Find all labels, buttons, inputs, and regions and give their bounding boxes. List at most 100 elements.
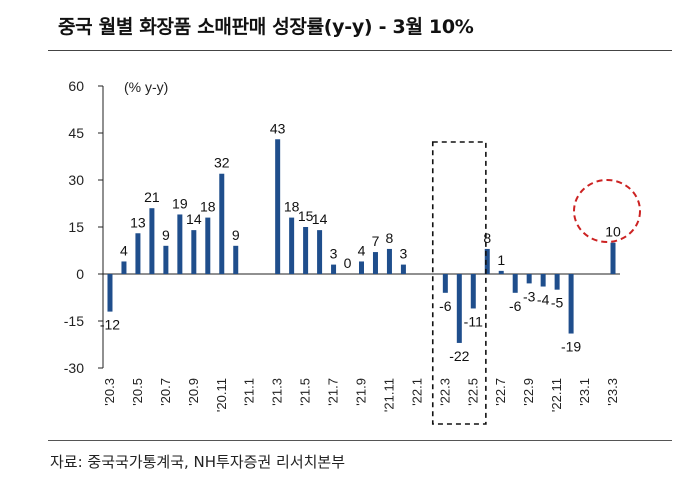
bar xyxy=(121,261,127,274)
x-tick-label: '20.9 xyxy=(186,378,201,406)
data-label: 19 xyxy=(172,195,188,211)
bar xyxy=(554,274,560,290)
data-label: 21 xyxy=(144,189,160,205)
bar xyxy=(400,264,406,274)
data-label: -6 xyxy=(509,298,522,314)
x-tick-label: '21.1 xyxy=(242,378,257,406)
bar xyxy=(233,245,239,274)
bar xyxy=(359,261,364,274)
bar xyxy=(107,274,113,312)
data-label: 9 xyxy=(162,227,170,243)
y-tick-label: 45 xyxy=(68,125,84,141)
dashed-highlight-circle xyxy=(573,179,642,243)
x-tick-label: '20.7 xyxy=(158,378,173,406)
data-label: 8 xyxy=(386,230,394,246)
bar xyxy=(303,227,309,274)
x-tick-label: '21.7 xyxy=(326,378,341,406)
data-label: 43 xyxy=(270,120,286,136)
x-tick-label: '21.9 xyxy=(354,378,369,406)
bar xyxy=(317,230,323,274)
bar xyxy=(149,208,155,274)
bar-series xyxy=(107,139,616,343)
bar xyxy=(163,245,169,274)
x-tick-label: '23.1 xyxy=(577,378,592,406)
x-tick-label: '22.7 xyxy=(493,378,508,406)
data-label: -3 xyxy=(523,288,536,304)
y-tick-label: 60 xyxy=(68,78,84,94)
title-divider xyxy=(48,50,672,51)
x-tick-label: '20.5 xyxy=(130,378,145,406)
y-tick-label: 15 xyxy=(68,219,84,235)
data-label: 4 xyxy=(120,242,128,258)
x-tick-label: '22.3 xyxy=(437,378,452,406)
data-label: 32 xyxy=(214,155,230,171)
source-note: 자료: 중국국가통계국, NH투자증권 리서치본부 xyxy=(50,453,346,471)
data-label: -6 xyxy=(439,298,452,314)
annotations xyxy=(431,141,642,425)
x-tick-label: '21.11 xyxy=(381,378,396,412)
bar xyxy=(442,274,448,293)
x-tick-label: '21.5 xyxy=(298,378,313,406)
y-tick-label: -15 xyxy=(64,313,84,329)
data-label: -11 xyxy=(464,313,483,329)
x-tick-label: '23.3 xyxy=(605,378,620,406)
data-label: -12 xyxy=(100,317,120,333)
bar xyxy=(470,274,476,309)
data-label: 4 xyxy=(358,242,366,258)
x-tick-label: '20.11 xyxy=(214,378,229,412)
data-label: 18 xyxy=(200,199,216,215)
x-tick-label: '22.5 xyxy=(465,378,480,406)
x-axis: '20.3 '20.5 '20.7 '20.9 '20.11 '21.1 '21.3 '21.… xyxy=(102,273,620,412)
bar xyxy=(191,230,197,274)
bar xyxy=(484,248,490,274)
data-label: 14 xyxy=(312,211,328,227)
bar xyxy=(372,252,378,274)
bar xyxy=(219,173,225,274)
dashed-highlight-box xyxy=(431,141,487,425)
data-label: 0 xyxy=(344,255,352,271)
data-label: -19 xyxy=(561,339,581,355)
data-label: 3 xyxy=(400,246,408,262)
bar xyxy=(205,217,211,274)
data-label: 3 xyxy=(330,246,338,262)
y-tick-label: 0 xyxy=(76,266,84,282)
data-label: 13 xyxy=(130,214,146,230)
data-label: -5 xyxy=(551,295,564,311)
unit-label: (% y-y) xyxy=(124,79,168,95)
bar xyxy=(331,264,337,274)
data-label: -22 xyxy=(449,348,469,364)
x-tick-label: '20.3 xyxy=(102,378,117,406)
x-tick-label: '22.9 xyxy=(521,378,536,406)
data-label: 10 xyxy=(605,224,621,240)
data-label: 14 xyxy=(186,211,202,227)
bar xyxy=(540,274,546,287)
bar xyxy=(456,274,462,343)
data-label: 8 xyxy=(483,230,491,246)
bar xyxy=(526,274,532,284)
bar xyxy=(289,217,295,274)
bar xyxy=(177,214,183,274)
x-tick-label: '22.1 xyxy=(409,378,424,406)
bar xyxy=(610,242,616,274)
x-tick-label: '21.3 xyxy=(270,378,285,406)
y-axis: 60 45 30 15 0 -15 -30 xyxy=(64,78,104,376)
data-label: -4 xyxy=(537,292,550,308)
data-label: 9 xyxy=(232,227,240,243)
bar xyxy=(386,248,392,274)
y-tick-label: 30 xyxy=(68,172,84,188)
data-label: 1 xyxy=(497,252,505,268)
chart-title: 중국 월별 화장품 소매판매 성장률(y-y) - 3월 10% xyxy=(58,16,474,38)
x-tick-label: '22.11 xyxy=(549,378,564,412)
data-label: 18 xyxy=(284,199,300,215)
bar xyxy=(135,233,141,274)
bar xyxy=(568,274,574,334)
bar xyxy=(275,139,281,274)
data-label: 15 xyxy=(298,208,314,224)
bar xyxy=(498,270,504,274)
y-tick-label: -30 xyxy=(64,360,84,376)
bar xyxy=(512,274,518,293)
footer-divider xyxy=(48,440,672,441)
data-label: 7 xyxy=(372,233,380,249)
